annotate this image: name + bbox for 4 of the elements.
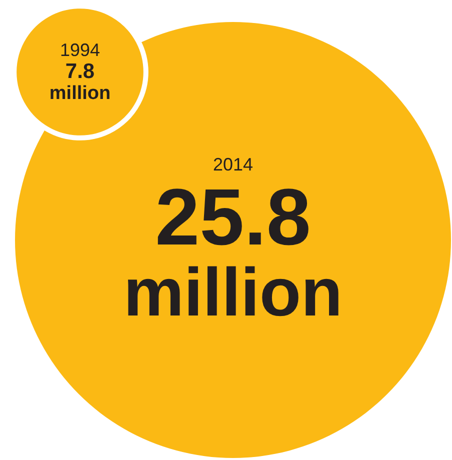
category-label: 1994 [60,40,100,60]
category-label: 2014 [212,154,254,175]
data-label: 7.8 million [49,60,111,104]
data-label: 25.8 million [123,172,343,330]
